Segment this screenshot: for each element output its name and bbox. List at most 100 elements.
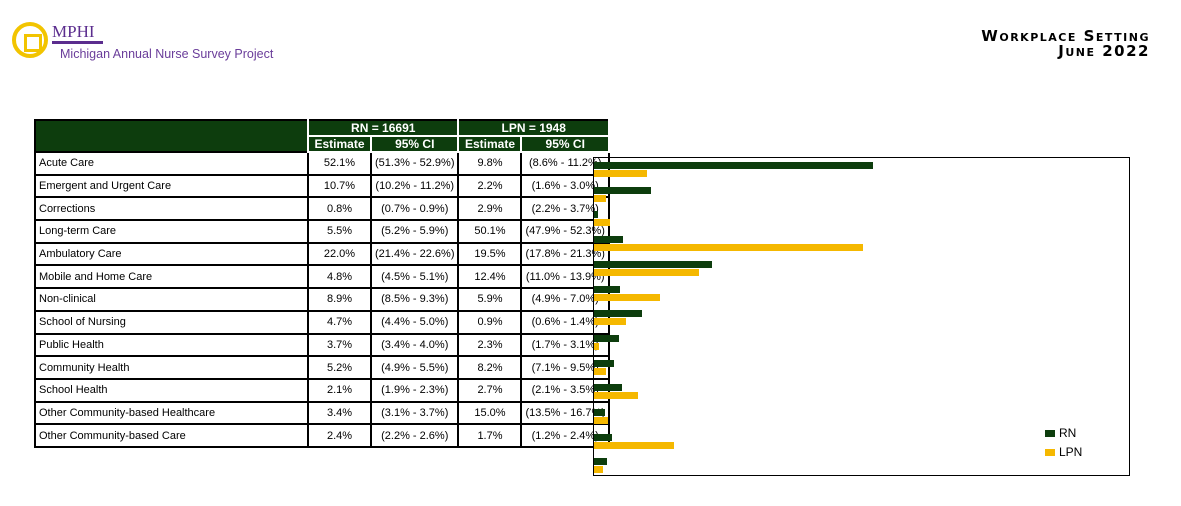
rn-estimate: 2.1% [307,377,372,403]
lpn-ci: (17.8% - 21.3%) [520,241,610,267]
rn-bar [594,458,607,466]
rn-estimate: 3.7% [307,332,372,358]
lpn-ci: (11.0% - 13.9%) [520,264,610,290]
category-label: Long-term Care [34,219,309,244]
sub-header: 95% CI [369,135,460,153]
table-row: Other Community-based Healthcare 3.4% (3.1… [34,400,610,426]
blank-header [34,119,309,152]
category-label: School of Nursing [34,309,309,335]
lpn-bar [594,417,609,424]
lpn-bar [594,170,647,177]
rn-estimate: 22.0% [307,241,372,267]
table-row: Ambulatory Care 22.0% (21.4% - 22.6%) 19.5%… [34,241,610,267]
estimates-table: RN = 16691 LPN = 1948 Estimate 95% CI Es… [34,119,610,448]
legend-item-lpn: LPN [1045,445,1082,459]
lpn-estimate: 0.9% [457,309,523,335]
legend-label: LPN [1059,445,1083,459]
rn-ci: (0.7% - 0.9%) [369,196,460,222]
project-name: Michigan Annual Nurse Survey Project [60,47,274,61]
bar-chart: RN LPN [593,157,1130,476]
lpn-estimate: 5.9% [457,287,523,312]
lpn-bar [594,244,863,252]
rn-bar [594,186,652,194]
rn-ci: (4.5% - 5.1%) [369,264,460,290]
rn-estimate: 0.8% [307,196,372,222]
category-label: Emergent and Urgent Care [34,173,309,199]
legend-swatch [1045,429,1055,437]
rn-bar [594,384,622,392]
table-row: Acute Care 52.1% (51.3% - 52.9%) 9.8% (8.6% … [34,151,610,176]
category-label: Other Community-based Healthcare [34,400,309,426]
lpn-bar [594,268,699,276]
rn-estimate: 10.7% [307,173,372,199]
category-label: Community Health [34,355,309,380]
lpn-bar [594,293,661,301]
org-name: MPHI [52,23,103,44]
legend-swatch [1045,448,1055,456]
page-title: Workplace Setting June 2022 [981,29,1150,59]
lpn-bar [594,441,675,449]
table-row: Corrections 0.8% (0.7% - 0.9%) 2.9% (2.2% - … [34,196,610,222]
rn-ci: (1.9% - 2.3%) [369,377,460,403]
rn-ci: (5.2% - 5.9%) [369,219,460,244]
lpn-bar [594,392,638,400]
lpn-estimate: 2.9% [457,196,523,222]
sub-header: Estimate [457,135,523,153]
lpn-bar [594,342,599,350]
category-label: Other Community-based Care [34,423,309,448]
rn-bar [594,211,599,219]
lpn-ci: (7.1% - 9.5%) [520,355,610,380]
lpn-estimate: 1.7% [457,423,523,448]
rn-bar [594,310,642,318]
table-row: School Health 2.1% (1.9% - 2.3%) 2.7% (2.1% … [34,377,610,403]
category-label: School Health [34,377,309,403]
rn-estimate: 8.9% [307,287,372,312]
lpn-estimate: 2.3% [457,332,523,358]
rn-ci: (10.2% - 11.2%) [369,173,460,199]
rn-ci: (21.4% - 22.6%) [369,241,460,267]
lpn-estimate: 12.4% [457,264,523,290]
rn-ci: (2.2% - 2.6%) [369,423,460,448]
lpn-bar [594,219,610,227]
table-row: Public Health 3.7% (3.4% - 4.0%) 2.3% (1.7% … [34,332,610,358]
rn-bar [594,334,620,342]
lpn-estimate: 2.7% [457,377,523,403]
rn-estimate: 4.8% [307,264,372,290]
lpn-ci: (1.6% - 3.0%) [520,173,610,199]
title-line-1: Workplace Setting [981,27,1150,45]
table-row: Community Health 5.2% (4.9% - 5.5%) 8.2% (7.… [34,355,610,380]
category-label: Mobile and Home Care [34,264,309,290]
category-label: Non-clinical [34,287,309,312]
lpn-estimate: 50.1% [457,219,523,244]
rn-bar [594,260,712,268]
rn-estimate: 2.4% [307,423,372,448]
lpn-estimate: 15.0% [457,400,523,426]
rn-bar [594,359,614,367]
logo-mark-icon [12,22,48,58]
table-row: Mobile and Home Care 4.8% (4.5% - 5.1%) 12.… [34,264,610,290]
rn-ci: (51.3% - 52.9%) [369,151,460,176]
table-row: School of Nursing 4.7% (4.4% - 5.0%) 0.9% (0… [34,309,610,335]
rn-ci: (4.4% - 5.0%) [369,309,460,335]
rn-estimate: 52.1% [307,151,372,176]
rn-ci: (3.1% - 3.7%) [369,400,460,426]
rn-ci: (4.9% - 5.5%) [369,355,460,380]
rn-header: RN = 16691 [306,119,460,137]
lpn-header: LPN = 1948 [457,119,610,137]
lpn-bar [594,367,607,375]
rn-bar [594,162,874,169]
rn-bar [594,236,624,244]
lpn-estimate: 2.2% [457,173,523,199]
sub-header: 95% CI [520,135,610,153]
lpn-estimate: 9.8% [457,151,523,176]
rn-estimate: 5.2% [307,355,372,380]
table-row: Long-term Care 5.5% (5.2% - 5.9%) 50.1% (47.… [34,219,610,244]
sub-header: Estimate [307,135,372,153]
table-row: Emergent and Urgent Care 10.7% (10.2% - 11… [34,173,610,199]
rn-estimate: 4.7% [307,309,372,335]
lpn-bar [594,194,606,202]
lpn-ci: (2.2% - 3.7%) [520,196,610,222]
category-label: Public Health [34,332,309,358]
category-label: Ambulatory Care [34,241,309,267]
legend-item-rn: RN [1045,426,1076,440]
